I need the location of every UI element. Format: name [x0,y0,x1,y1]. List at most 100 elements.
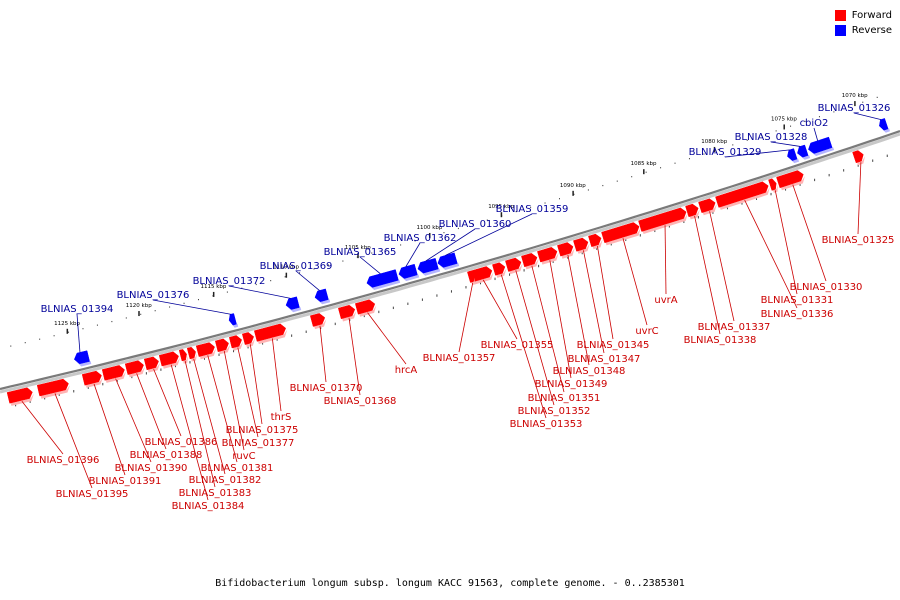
gene-shadow [162,357,181,369]
gene-arrow-thrS[interactable] [253,323,287,342]
gene-arrow-BLNIAS_01372[interactable] [285,296,300,310]
minor-tick-lower [262,342,264,345]
minor-tick-upper [140,313,142,315]
gene-arrow-BLNIAS_01381[interactable] [195,342,215,357]
gene-arrow-BLNIAS_01376[interactable] [228,313,237,326]
gene-shadow [191,353,198,362]
gene-label-thrS: thrS [271,412,292,423]
minor-tick-lower [726,206,728,210]
minor-tick-lower [15,403,17,407]
label-leader [271,338,282,412]
minor-tick-lower [581,251,583,255]
minor-tick-lower [494,277,496,281]
tick-label: 1115 kbp [200,284,226,290]
gene-arrow-BLNIAS_01349[interactable] [537,247,558,263]
gene-arrow-BLNIAS_01353[interactable] [492,262,506,276]
minor-tick-lower [567,256,569,259]
gene-arrow-BLNIAS_01370[interactable] [309,313,326,327]
gene-arrow-BLNIAS_01383[interactable] [178,349,187,362]
gene-arrow-BLNIAS_01336[interactable] [715,181,769,208]
gene-arrow-BLNIAS_01337[interactable] [698,198,716,214]
label-leader [744,199,798,309]
label-leader [152,299,231,315]
minor-tick-lower [320,326,322,330]
gene-label-BLNIAS_01331: BLNIAS_01331 [761,295,834,306]
gene-arrow-BLNIAS_01329[interactable] [787,148,798,161]
minor-tick-upper [746,139,748,141]
gene-label-BLNIAS_01329: BLNIAS_01329 [689,147,762,158]
backbone-shadow [0,132,900,394]
minor-tick-upper [125,317,127,319]
gene-arrow-BLNIAS_01377[interactable] [228,335,243,349]
gene-shadow [342,311,357,322]
gene-arrow-BLNIAS_01331[interactable] [768,178,777,191]
minor-tick-lower [203,357,205,360]
gene-shadow [592,239,603,250]
tick-label: 1070 kbp [842,93,868,99]
gene-arrow-BLNIAS_01396[interactable] [6,387,33,404]
label-leader [193,358,226,475]
minor-tick-lower [87,386,89,389]
gene-arrow-BLNIAS_01394[interactable] [73,350,90,365]
gene-arrow-BLNIAS_01325[interactable] [852,150,864,164]
gene-arrow-BLNIAS_01359[interactable] [437,252,458,268]
tick-label: 1080 kbp [701,139,727,145]
gene-shadow [810,147,835,156]
gene-arrow-BLNIAS_01395[interactable] [36,378,69,397]
gene-shadow [473,272,494,285]
gene-arrow-uvrC[interactable] [601,222,640,244]
gene-shadow [702,204,717,216]
legend-reverse-label: Reverse [851,25,892,36]
gene-arrow-BLNIAS_01388[interactable] [124,360,144,375]
gene-arrow-BLNIAS_01338[interactable] [685,203,699,218]
gene-label-BLNIAS_01377: BLNIAS_01377 [222,438,295,449]
gene-arrow-cbiO2[interactable] [808,136,833,154]
gene-arrow-BLNIAS_01368[interactable] [337,304,356,320]
genome-title: Bifidobacterium longum subsp. longum KAC… [215,578,685,589]
gene-shadow [719,187,770,210]
label-leader [792,184,827,282]
gene-arrow-BLNIAS_01386[interactable] [143,356,159,371]
gene-arrow-BLNIAS_01365[interactable] [366,269,399,288]
label-leader [694,215,721,335]
gene-arrow-BLNIAS_01369[interactable] [314,288,329,302]
minor-tick-lower [421,298,423,301]
gene-arrow-BLNIAS_01328[interactable] [797,144,809,158]
major-tick [212,291,215,297]
gene-arrow-ruvC[interactable] [214,338,229,353]
gene-arrow-BLNIAS_01360[interactable] [417,257,439,274]
gene-label-BLNIAS_01348: BLNIAS_01348 [553,366,626,377]
label-leader [515,270,555,406]
label-leader [348,317,361,396]
gene-shadow [258,329,288,345]
gene-shadow [10,393,34,406]
gene-arrow-BLNIAS_01330[interactable] [776,170,804,189]
minor-tick-upper [645,171,647,173]
gene-arrow-BLNIAS_01345[interactable] [588,233,602,248]
gene-arrow-BLNIAS_01390[interactable] [101,365,125,381]
gene-shadow [400,274,420,282]
gene-arrow-hrcA[interactable] [354,299,376,315]
gene-arrow-BLNIAS_01391[interactable] [81,370,102,386]
minor-tick-lower [683,220,685,224]
gene-features [6,118,890,406]
major-tick [285,272,288,278]
label-leader [425,228,476,262]
gene-shadow [419,268,441,276]
gene-label-BLNIAS_01395: BLNIAS_01395 [56,489,129,500]
minor-tick-lower [58,393,60,396]
minor-tick-upper [616,180,618,182]
gene-arrow-BLNIAS_01382[interactable] [186,346,196,360]
gene-arrow-BLNIAS_01384[interactable] [158,351,179,367]
gene-arrow-BLNIAS_01362[interactable] [398,263,418,279]
gene-arrow-BLNIAS_01375[interactable] [241,332,255,345]
gene-arrow-BLNIAS_01326[interactable] [879,118,889,131]
gene-arrow-BLNIAS_01351[interactable] [521,253,538,268]
label-leader [367,312,407,365]
gene-arrow-BLNIAS_01357[interactable] [467,271,474,283]
minor-tick-lower [174,364,176,368]
gene-arrow-BLNIAS_01347[interactable] [573,237,589,252]
gene-arrow-BLNIAS_01352[interactable] [505,257,522,272]
gene-arrow-uvrA[interactable] [638,207,687,232]
gene-arrow-BLNIAS_01348[interactable] [557,242,574,257]
